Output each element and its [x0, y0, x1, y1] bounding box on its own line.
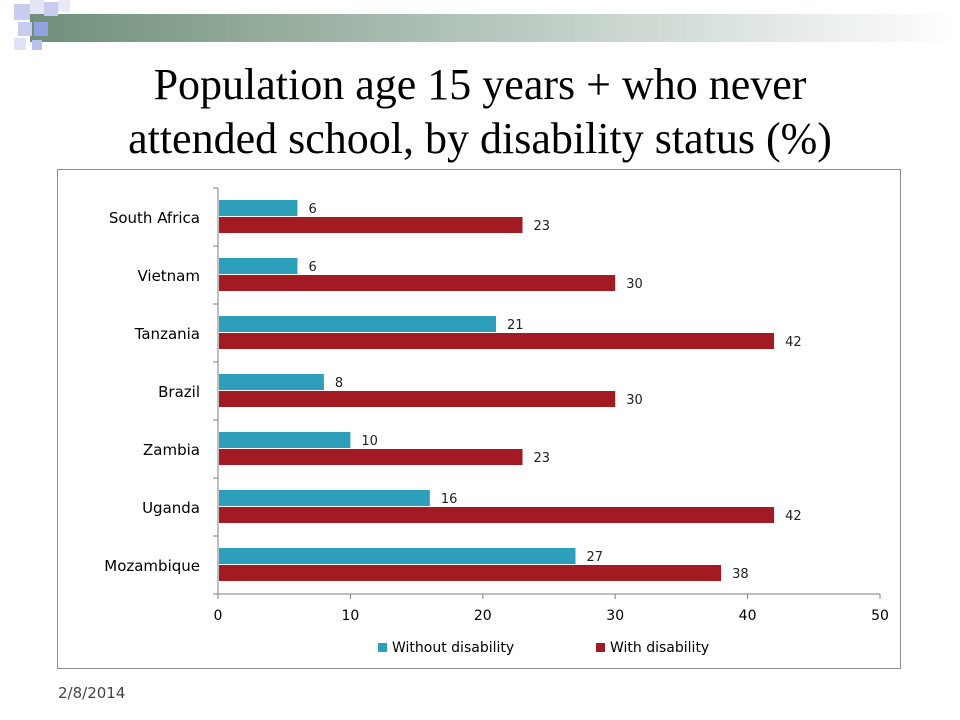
- legend-swatch: [378, 643, 387, 652]
- data-label: 42: [785, 335, 802, 350]
- category-label: South Africa: [109, 209, 200, 227]
- bar-with-disability: [219, 333, 775, 349]
- slide-title: Population age 15 years + who never atte…: [60, 58, 900, 166]
- bar-without-disability: [219, 490, 430, 506]
- bar-without-disability: [219, 316, 497, 332]
- header-decoration: [0, 0, 960, 50]
- data-label: 6: [308, 260, 316, 275]
- bar-with-disability: [219, 275, 616, 291]
- deco-square: [14, 4, 30, 20]
- bar-without-disability: [219, 258, 298, 274]
- legend-label: With disability: [610, 640, 709, 656]
- data-label: 27: [586, 550, 603, 565]
- x-tick-label: 10: [341, 608, 359, 624]
- data-label: 42: [785, 509, 802, 524]
- category-label: Tanzania: [134, 325, 200, 343]
- category-label: Uganda: [142, 499, 200, 517]
- deco-square: [34, 22, 48, 36]
- data-label: 16: [441, 492, 458, 507]
- data-label: 10: [361, 434, 378, 449]
- data-label: 23: [534, 451, 551, 466]
- data-label: 8: [335, 376, 343, 391]
- deco-square: [14, 38, 26, 50]
- bar-without-disability: [219, 432, 351, 448]
- slide-title-line-1: Population age 15 years + who never: [153, 60, 807, 109]
- legend-swatch: [596, 643, 605, 652]
- x-tick-label: 20: [474, 608, 492, 624]
- deco-square: [0, 0, 14, 14]
- deco-square: [32, 40, 42, 50]
- header-gradient-band: [30, 14, 960, 42]
- legend-label: Without disability: [392, 640, 514, 656]
- data-label: 38: [732, 567, 749, 582]
- x-tick-label: 40: [739, 608, 757, 624]
- bar-without-disability: [219, 200, 298, 216]
- data-label: 30: [626, 393, 643, 408]
- bar-chart: 0 10 20 30 40 50 South Africa 6 23 Vietnam 6 30 Tanz…: [104, 187, 889, 656]
- deco-square: [44, 2, 58, 16]
- chart-area: 0 10 20 30 40 50 South Africa 6 23 Vietnam 6 30 Tanz…: [57, 169, 901, 669]
- bar-with-disability: [219, 217, 523, 233]
- data-label: 30: [626, 277, 643, 292]
- category-label: Mozambique: [104, 557, 200, 575]
- slide-title-line-2: attended school, by disability status (%…: [128, 114, 832, 163]
- category-label: Brazil: [158, 383, 200, 401]
- bar-without-disability: [219, 548, 576, 564]
- deco-square: [30, 0, 44, 14]
- bar-without-disability: [219, 374, 324, 390]
- bar-with-disability: [219, 565, 722, 581]
- category-label: Zambia: [143, 441, 200, 459]
- footer-date: 2/8/2014: [58, 684, 126, 702]
- bar-with-disability: [219, 391, 616, 407]
- data-label: 23: [534, 219, 551, 234]
- deco-square: [58, 0, 70, 12]
- category-label: Vietnam: [137, 267, 200, 285]
- data-label: 21: [507, 318, 524, 333]
- x-tick-label: 30: [606, 608, 624, 624]
- bar-with-disability: [219, 507, 775, 523]
- x-tick-label: 50: [871, 608, 889, 624]
- x-tick-label: 0: [214, 608, 223, 624]
- deco-square: [18, 22, 32, 36]
- bar-with-disability: [219, 449, 523, 465]
- data-label: 6: [308, 202, 316, 217]
